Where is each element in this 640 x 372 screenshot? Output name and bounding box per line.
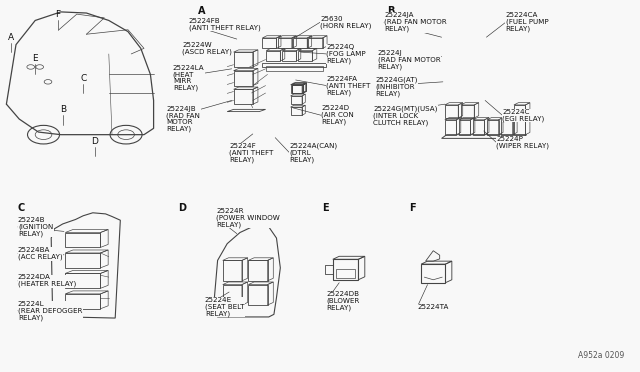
Bar [234,52,253,67]
Text: E: E [33,54,38,63]
Bar [293,38,307,48]
Bar [65,232,100,247]
Text: 25224W
(ASCD RELAY): 25224W (ASCD RELAY) [182,42,232,55]
Bar [234,89,253,104]
Bar [445,105,458,118]
Text: 25224LA
(HEAT
MIRR
RELAY): 25224LA (HEAT MIRR RELAY) [173,65,204,92]
Bar [291,96,302,104]
Text: 25224B
(IGNITION
RELAY): 25224B (IGNITION RELAY) [18,217,53,237]
Text: 25224G(MT)(USA)
(INTER LOCK
CLUTCH RELAY): 25224G(MT)(USA) (INTER LOCK CLUTCH RELAY… [373,105,438,126]
Bar [459,120,470,135]
Bar [501,120,513,135]
Text: F: F [410,203,416,213]
Text: 25224FA
(ANTI THEFT
RELAY): 25224FA (ANTI THEFT RELAY) [326,76,371,96]
Text: 25224Q
(FOG LAMP
RELAY): 25224Q (FOG LAMP RELAY) [326,44,366,64]
Text: 25224E
(SEAT BELT
RELAY): 25224E (SEAT BELT RELAY) [205,297,244,317]
Bar [473,120,484,135]
Bar [282,51,296,61]
Bar [308,38,323,48]
Text: 25224J
(RAD FAN MOTOR
RELAY): 25224J (RAD FAN MOTOR RELAY) [378,50,440,70]
Bar [65,273,100,288]
Bar [298,51,312,61]
Text: F: F [55,10,60,19]
Text: 25224A(CAN)
(DTRL
RELAY): 25224A(CAN) (DTRL RELAY) [289,142,337,163]
Bar [333,259,358,280]
Text: 25224CA
(FUEL PUMP
RELAY): 25224CA (FUEL PUMP RELAY) [506,12,548,32]
Text: D: D [92,137,98,146]
Bar [266,66,323,71]
Text: C: C [80,74,86,83]
Bar [445,120,456,135]
Bar [292,85,303,93]
Bar [266,51,280,61]
Text: 25224TA: 25224TA [417,304,449,310]
Text: 25224G(AT)
(INHIBITOR
RELAY): 25224G(AT) (INHIBITOR RELAY) [376,76,418,97]
Bar [292,85,303,93]
Bar [514,120,525,135]
Text: D: D [178,203,186,213]
Text: E: E [322,203,328,213]
Text: A: A [8,33,14,42]
Text: A: A [198,6,206,16]
Text: 25224DA
(HEATER RELAY): 25224DA (HEATER RELAY) [18,275,76,287]
Text: 25630
(HORN RELAY): 25630 (HORN RELAY) [320,16,371,29]
Bar [461,105,474,118]
Bar [487,120,499,135]
Bar [65,294,100,309]
Text: 25224D
(AIR CON
RELAY): 25224D (AIR CON RELAY) [321,105,354,125]
Text: 25224JB
(RAD FAN
MOTOR
RELAY): 25224JB (RAD FAN MOTOR RELAY) [166,106,200,132]
Text: B: B [60,105,66,114]
Text: 25224F
(ANTI THEFT
RELAY): 25224F (ANTI THEFT RELAY) [229,142,273,163]
Bar [291,107,302,115]
Text: 25224R
(POWER WINDOW
RELAY): 25224R (POWER WINDOW RELAY) [216,208,280,228]
Text: 25224L
(REAR DEFOGGER
RELAY): 25224L (REAR DEFOGGER RELAY) [18,301,83,321]
Text: C: C [18,203,25,213]
Bar [421,264,445,283]
Text: 25224JA
(RAD FAN MOTOR
RELAY): 25224JA (RAD FAN MOTOR RELAY) [384,12,447,32]
Text: 25224BA
(ACC RELAY): 25224BA (ACC RELAY) [18,247,63,260]
Bar [262,38,276,48]
Bar [262,63,326,67]
Bar [234,71,253,86]
Text: 25224FB
(ANTI THEFT RELAY): 25224FB (ANTI THEFT RELAY) [189,18,260,31]
Text: B: B [387,6,395,16]
Text: 25224DB
(BLOWER
RELAY): 25224DB (BLOWER RELAY) [326,291,360,311]
Bar [223,260,242,281]
Bar [292,85,303,93]
Bar [336,269,355,278]
Bar [248,285,268,305]
Text: 25224C
(EGI RELAY): 25224C (EGI RELAY) [502,109,545,122]
Bar [65,253,100,268]
Bar [223,285,242,305]
Text: 25224P
(WIPER RELAY): 25224P (WIPER RELAY) [496,136,549,148]
Text: A952a 0209: A952a 0209 [578,351,624,360]
Bar [291,85,302,93]
Bar [278,38,292,48]
Bar [248,260,268,281]
Bar [514,105,525,118]
